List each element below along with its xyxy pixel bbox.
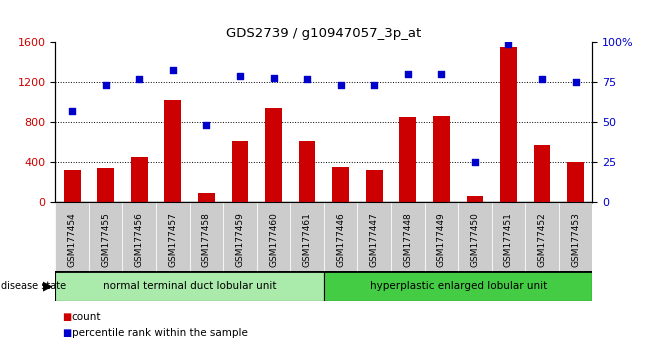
Bar (223, 202, 256, 271)
Bar (64, 170, 81, 202)
Text: percentile rank within the sample: percentile rank within the sample (72, 328, 247, 338)
Point (470, 159, 480, 165)
Bar (400, 117, 416, 202)
Bar (433, 116, 450, 202)
Bar (559, 202, 592, 271)
Bar (357, 202, 391, 271)
Point (201, 122, 212, 128)
Bar (458, 202, 492, 271)
Text: GSM177447: GSM177447 (370, 212, 379, 267)
Point (268, 75, 279, 80)
Bar (500, 47, 517, 202)
Text: ▶: ▶ (43, 279, 52, 292)
Text: GSM177450: GSM177450 (471, 212, 479, 267)
Bar (299, 141, 316, 202)
Bar (290, 202, 324, 271)
Bar (391, 202, 424, 271)
Bar (492, 202, 525, 271)
Bar (131, 157, 148, 202)
Point (67, 108, 77, 114)
Bar (324, 271, 592, 301)
Text: count: count (72, 312, 101, 322)
Text: GSM177453: GSM177453 (571, 212, 580, 267)
Point (235, 73, 245, 79)
Text: GSM177446: GSM177446 (336, 212, 345, 267)
Text: GSM177456: GSM177456 (135, 212, 144, 267)
Point (100, 82, 111, 88)
Point (335, 82, 346, 88)
Text: GSM177459: GSM177459 (236, 212, 245, 267)
Text: GSM177455: GSM177455 (101, 212, 110, 267)
Bar (189, 202, 223, 271)
Bar (156, 202, 189, 271)
Bar (232, 141, 248, 202)
Bar (366, 170, 383, 202)
Point (402, 72, 413, 77)
Text: GSM177461: GSM177461 (303, 212, 312, 267)
Point (503, 41, 514, 47)
Bar (198, 193, 215, 202)
Bar (332, 167, 349, 202)
Text: GSM177451: GSM177451 (504, 212, 513, 267)
Text: GSM177460: GSM177460 (269, 212, 278, 267)
Bar (55, 202, 89, 271)
Bar (265, 108, 282, 202)
Text: GSM177449: GSM177449 (437, 212, 446, 267)
Point (570, 80, 581, 85)
Point (369, 82, 380, 88)
Title: GDS2739 / g10947057_3p_at: GDS2739 / g10947057_3p_at (227, 27, 421, 40)
Text: GSM177458: GSM177458 (202, 212, 211, 267)
Bar (324, 202, 357, 271)
Point (436, 72, 447, 77)
Text: ■: ■ (62, 312, 71, 322)
Text: GSM177452: GSM177452 (538, 212, 547, 267)
Bar (525, 202, 559, 271)
Point (167, 67, 178, 73)
Bar (89, 202, 122, 271)
Bar (424, 202, 458, 271)
Point (134, 76, 145, 82)
Text: hyperplastic enlarged lobular unit: hyperplastic enlarged lobular unit (370, 281, 547, 291)
Point (302, 76, 312, 82)
Text: ■: ■ (62, 328, 71, 338)
Point (537, 76, 547, 82)
Bar (97, 168, 114, 202)
Bar (55, 271, 324, 301)
Bar (256, 202, 290, 271)
Text: disease state: disease state (1, 281, 66, 291)
Bar (567, 162, 584, 202)
Text: GSM177457: GSM177457 (169, 212, 177, 267)
Bar (467, 196, 483, 202)
Bar (534, 145, 551, 202)
Text: GSM177454: GSM177454 (68, 212, 77, 267)
Text: GSM177448: GSM177448 (403, 212, 412, 267)
Bar (165, 100, 181, 202)
Bar (122, 202, 156, 271)
Text: normal terminal duct lobular unit: normal terminal duct lobular unit (103, 281, 277, 291)
